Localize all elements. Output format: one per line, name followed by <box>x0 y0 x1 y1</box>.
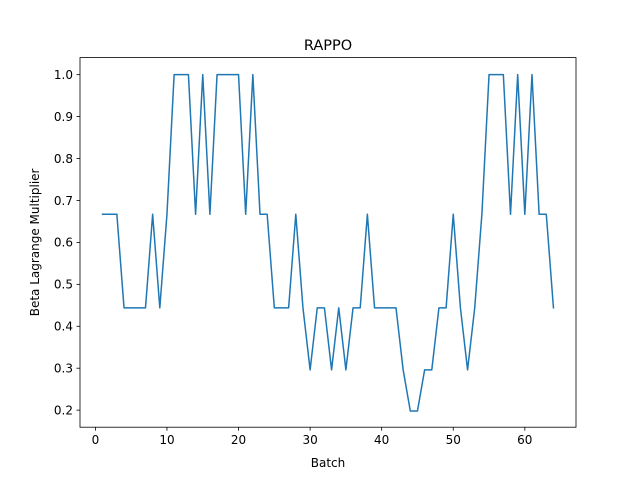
y-tick-label: 0.3 <box>54 361 73 375</box>
x-tick-label: 30 <box>302 433 317 447</box>
y-tick-label: 0.9 <box>54 110 73 124</box>
x-tick-label: 20 <box>231 433 246 447</box>
y-tick-label: 1.0 <box>54 68 73 82</box>
y-tick-label: 0.6 <box>54 236 73 250</box>
y-axis-ticks: 0.2 0.3 0.4 0.5 0.6 0.7 0.8 0.9 1.0 <box>54 68 80 417</box>
y-tick-label: 0.4 <box>54 320 73 334</box>
chart-title: RAPPO <box>304 38 352 54</box>
y-tick-label: 0.5 <box>54 278 73 292</box>
y-tick-label: 0.8 <box>54 152 73 166</box>
y-tick-label: 0.2 <box>54 403 73 417</box>
y-axis-label: Beta Lagrange Multiplier <box>28 168 42 316</box>
series-layer <box>101 73 555 412</box>
x-tick-label: 50 <box>446 433 461 447</box>
x-axis-label: Batch <box>311 456 346 470</box>
x-tick-label: 60 <box>517 433 532 447</box>
series-line <box>101 73 555 412</box>
plot-frame <box>79 57 577 428</box>
plot-area <box>80 57 576 428</box>
x-axis-ticks: 0 10 20 30 40 50 60 <box>92 427 532 447</box>
y-tick-label: 0.7 <box>54 194 73 208</box>
x-tick-label: 0 <box>92 433 100 447</box>
x-tick-label: 10 <box>159 433 174 447</box>
x-tick-label: 40 <box>374 433 389 447</box>
